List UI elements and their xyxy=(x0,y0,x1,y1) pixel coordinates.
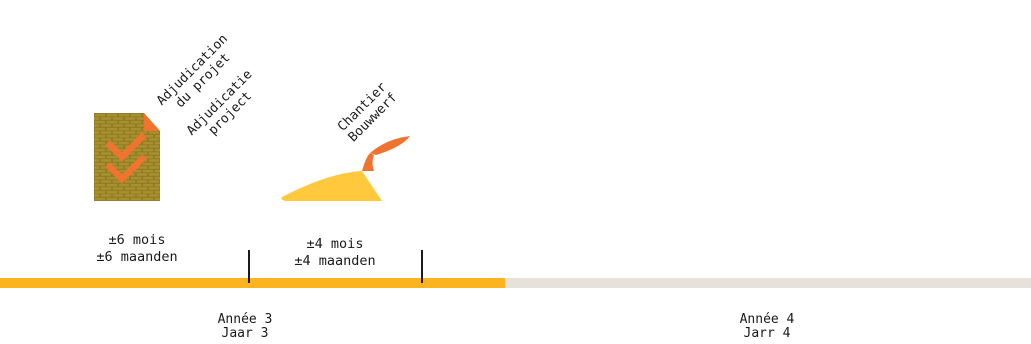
duration-label-2: ±4 mois ±4 maanden xyxy=(294,236,376,269)
timeline-tick-1 xyxy=(248,250,250,283)
timeline-tick-2 xyxy=(421,250,423,283)
document-checklist-icon xyxy=(94,113,160,201)
year-label-3: Année 3 Jaar 3 xyxy=(217,312,273,341)
timeline-track xyxy=(0,278,1031,288)
year-label-4: Année 4 Jarr 4 xyxy=(739,312,795,341)
timeline-progress-bar xyxy=(0,278,506,288)
duration-label-1: ±6 mois ±6 maanden xyxy=(96,232,178,265)
trowel-icon xyxy=(281,136,410,201)
